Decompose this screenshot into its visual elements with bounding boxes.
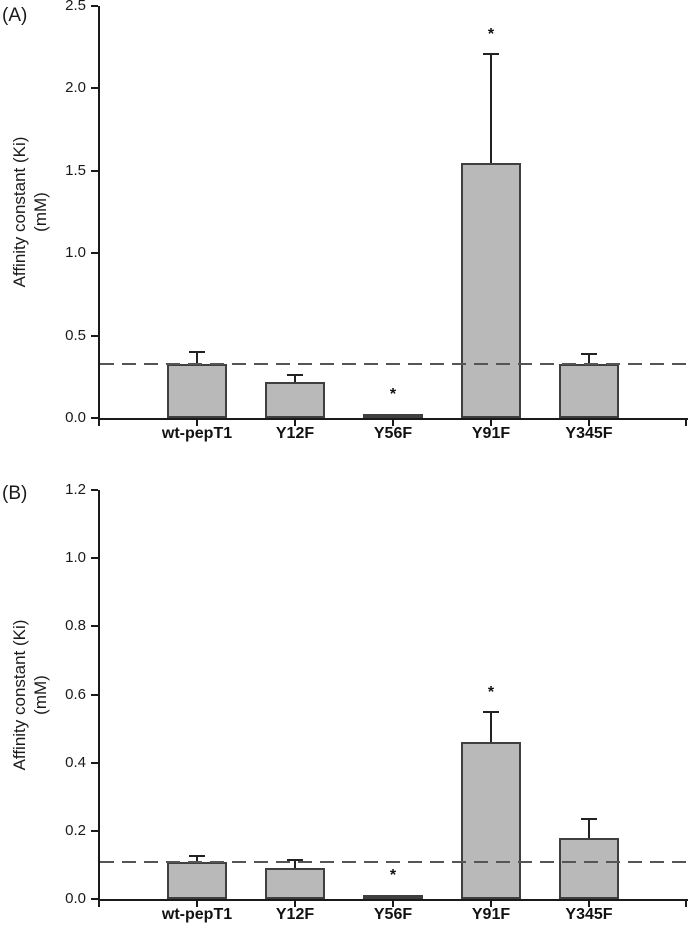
- x-tick-y12f: [294, 420, 296, 426]
- y-tick-label: 0.2: [65, 821, 86, 839]
- error-bar-cap-wt-pept1: [189, 855, 205, 858]
- panel-label-b: (B): [2, 483, 28, 504]
- error-bar-y12f: [294, 375, 296, 382]
- error-bar-cap-y91f: [483, 710, 499, 713]
- y-tick: [91, 557, 98, 560]
- bar-y56f: [363, 414, 423, 418]
- category-label-y345f: Y345F: [565, 425, 613, 442]
- category-label-y56f: Y56F: [373, 425, 413, 442]
- significance-star-y91f: *: [487, 683, 495, 701]
- category-label-y12f: Y12F: [275, 425, 315, 442]
- bar-y345f: [559, 363, 619, 418]
- significance-star-y56f: *: [389, 386, 397, 403]
- error-bar-wt-pept1: [196, 856, 198, 862]
- y-tick-label: 0.6: [65, 685, 86, 703]
- y-axis-title-line1: Affinity constant (Ki): [9, 619, 29, 771]
- error-bar-wt-pept1: [196, 352, 198, 364]
- y-tick: [91, 693, 98, 696]
- x-tick-y56f: [392, 901, 394, 907]
- error-bar-cap-wt-pept1: [189, 351, 205, 354]
- bar-wt-pept1: [167, 363, 227, 418]
- y-axis-title: Affinity constant (Ki) (mM): [9, 137, 52, 288]
- bar-y56f: [363, 895, 423, 899]
- y-tick: [91, 169, 98, 172]
- y-tick-label: 2.0: [65, 79, 86, 97]
- bar-y12f: [265, 868, 325, 899]
- y-tick: [91, 334, 98, 337]
- category-label-y345f: Y345F: [565, 906, 613, 923]
- error-bar-y12f: [294, 859, 296, 869]
- significance-star-y56f: *: [389, 867, 397, 884]
- x-tick-wt-pept1: [196, 901, 198, 907]
- reference-dashed-line: [100, 362, 686, 365]
- x-tick-y345f: [588, 901, 590, 907]
- category-label-wt-pept1: wt-pepT1: [161, 425, 233, 442]
- x-tick-wt-pept1: [196, 420, 198, 426]
- y-tick: [91, 898, 98, 900]
- y-axis-title-line1: Affinity constant (Ki): [9, 136, 29, 288]
- y-tick: [91, 625, 98, 628]
- error-bar-cap-y91f: [483, 52, 499, 55]
- category-label-wt-pept1: wt-pepT1: [161, 906, 233, 923]
- y-tick-label: 2.5: [65, 0, 86, 14]
- x-tick-y91f: [490, 901, 492, 907]
- y-tick: [91, 417, 98, 419]
- x-tick-y91f: [490, 420, 492, 426]
- bar-y91f: [461, 162, 521, 418]
- y-axis: [98, 6, 100, 420]
- y-tick: [91, 761, 98, 764]
- y-tick-label: 0.4: [65, 753, 86, 771]
- y-tick: [91, 252, 98, 255]
- x-tick-y12f: [294, 901, 296, 907]
- reference-dashed-line: [100, 860, 686, 863]
- error-bar-cap-y345f: [581, 817, 597, 820]
- y-tick-label: 0.8: [65, 617, 86, 635]
- y-axis: [98, 490, 100, 901]
- x-axis: [98, 899, 688, 901]
- error-bar-cap-y12f: [287, 374, 303, 377]
- error-bar-cap-y345f: [581, 352, 597, 355]
- bar-y12f: [265, 381, 325, 418]
- y-tick: [91, 829, 98, 832]
- x-axis-end-tick: [98, 901, 100, 907]
- error-bar-y345f: [588, 818, 590, 838]
- y-tick: [91, 489, 98, 491]
- x-axis: [98, 418, 688, 420]
- y-tick-label: 1.0: [65, 244, 86, 262]
- significance-star-y91f: *: [487, 25, 495, 43]
- y-tick-label: 0.5: [65, 326, 86, 344]
- category-label-y12f: Y12F: [275, 906, 315, 923]
- x-axis-end-tick: [98, 420, 100, 426]
- category-label-y56f: Y56F: [373, 906, 413, 923]
- error-bar-y91f: [490, 53, 492, 163]
- x-axis-end-tick: [685, 420, 687, 426]
- y-tick-label: 1.2: [65, 481, 86, 498]
- y-axis-title-line2: (mM): [31, 192, 50, 232]
- error-bar-cap-y12f: [287, 858, 303, 861]
- panel-label-a: (A): [2, 5, 28, 26]
- bar-y91f: [461, 742, 521, 899]
- y-tick-label: 1.0: [65, 549, 86, 567]
- x-tick-y345f: [588, 420, 590, 426]
- x-tick-y56f: [392, 420, 394, 426]
- bar-wt-pept1: [167, 861, 227, 899]
- x-axis-end-tick: [685, 901, 687, 907]
- y-tick-label: 0.0: [65, 890, 86, 907]
- error-bar-y91f: [490, 711, 492, 743]
- y-tick-label: 0.0: [65, 409, 86, 426]
- y-tick: [91, 5, 98, 7]
- bar-y345f: [559, 837, 619, 899]
- y-tick-label: 1.5: [65, 161, 86, 179]
- y-tick: [91, 87, 98, 90]
- category-label-y91f: Y91F: [471, 906, 511, 923]
- error-bar-y345f: [588, 353, 590, 364]
- category-label-y91f: Y91F: [471, 425, 511, 442]
